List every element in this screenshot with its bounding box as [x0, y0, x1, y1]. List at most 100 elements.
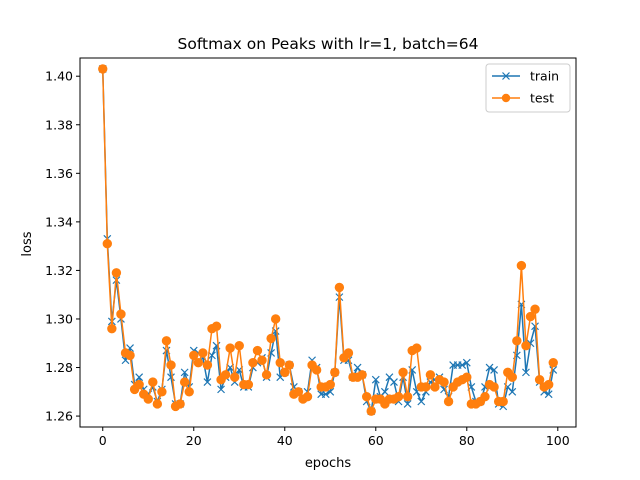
data-point-test — [243, 379, 254, 390]
y-axis-label: loss — [20, 231, 35, 256]
data-point-test — [402, 391, 413, 402]
x-axis-ticks: 0 20 40 60 80 100 — [99, 427, 570, 448]
data-point-test — [343, 348, 354, 358]
data-point-test — [302, 391, 313, 402]
y-tick-label: 1.38 — [45, 117, 73, 132]
data-point-train — [417, 397, 426, 406]
data-point-test — [102, 239, 113, 249]
data-point-test — [398, 367, 408, 378]
data-point-test — [143, 394, 153, 404]
y-tick-label: 1.34 — [45, 214, 73, 229]
data-point-test — [425, 370, 436, 380]
axes-frame — [79, 57, 577, 428]
data-point-train — [462, 358, 471, 367]
series-layer — [98, 64, 558, 416]
data-point-train — [321, 390, 330, 399]
x-tick-label: 0 — [99, 433, 107, 448]
data-point-test — [266, 333, 276, 344]
data-point-test — [220, 370, 231, 380]
data-point-test — [284, 360, 295, 370]
data-point-test — [361, 391, 372, 402]
data-point-train — [390, 378, 398, 387]
data-point-test — [157, 387, 167, 397]
data-point-test — [280, 367, 290, 378]
data-point-test — [225, 343, 235, 353]
legend-marker — [501, 93, 511, 103]
x-tick-label: 20 — [186, 433, 202, 448]
data-point-test — [252, 345, 263, 356]
data-point-test — [166, 360, 176, 370]
data-point-test — [480, 391, 490, 402]
data-point-test — [211, 321, 222, 331]
data-point-test — [257, 355, 267, 365]
y-tick-label: 1.40 — [45, 69, 73, 84]
data-point-train — [135, 373, 144, 382]
data-point-test — [311, 365, 322, 375]
data-point-test — [111, 268, 122, 278]
data-point-train — [180, 368, 189, 377]
data-point-test — [443, 396, 454, 407]
data-point-test — [543, 379, 554, 390]
data-point-test — [152, 399, 163, 409]
data-point-test — [193, 357, 204, 368]
data-point-test — [275, 357, 285, 368]
data-point-train — [371, 375, 380, 384]
data-point-train — [485, 363, 494, 372]
data-point-train — [531, 322, 539, 331]
data-point-test — [412, 343, 422, 353]
data-point-test — [498, 396, 508, 407]
data-point-test — [198, 348, 208, 358]
legend-item-test: test — [492, 91, 554, 106]
data-point-train — [522, 368, 530, 377]
data-point-test — [357, 370, 367, 380]
y-tick-label: 1.36 — [45, 166, 73, 181]
data-point-test — [530, 304, 540, 314]
data-point-train — [490, 366, 499, 374]
data-point-train — [403, 400, 412, 408]
data-point-train — [544, 390, 553, 399]
data-point-test — [161, 336, 172, 346]
y-tick-label: 1.32 — [45, 263, 73, 278]
y-tick-label: 1.26 — [45, 409, 73, 424]
data-point-test — [534, 374, 545, 385]
data-point-train — [353, 363, 362, 372]
x-tick-label: 80 — [459, 433, 475, 448]
legend-label: train — [530, 69, 559, 84]
data-point-test — [393, 391, 404, 402]
y-axis-ticks: 1.26 1.28 1.30 1.32 1.34 1.36 1.38 1.40 — [45, 69, 80, 424]
data-point-test — [293, 387, 304, 397]
data-point-test — [148, 377, 158, 387]
data-point-test — [179, 377, 190, 387]
legend: train test — [485, 63, 571, 113]
x-tick-label: 40 — [277, 433, 293, 448]
data-point-test — [234, 340, 244, 351]
data-point-test — [330, 367, 340, 378]
data-point-test — [512, 336, 522, 346]
data-point-test — [521, 340, 531, 351]
x-tick-label: 60 — [368, 433, 384, 448]
chart-title: Softmax on Peaks with lr=1, batch=64 — [178, 35, 479, 53]
data-point-test — [261, 370, 272, 380]
data-point-test — [421, 382, 431, 392]
data-point-test — [98, 64, 108, 74]
data-point-test — [184, 387, 194, 397]
data-point-test — [202, 360, 213, 370]
y-tick-label: 1.30 — [45, 311, 73, 326]
data-point-test — [548, 357, 558, 368]
data-point-test — [134, 379, 144, 390]
legend-label: test — [530, 91, 554, 106]
data-point-test — [516, 260, 527, 271]
data-point-train — [203, 378, 212, 387]
data-point-test — [175, 399, 185, 409]
data-point-test — [439, 377, 449, 387]
data-point-test — [462, 372, 472, 382]
series-test — [98, 64, 558, 416]
x-tick-label: 100 — [546, 433, 570, 448]
data-point-test — [507, 372, 517, 382]
data-point-test — [116, 309, 126, 319]
x-axis-label: epochs — [305, 456, 352, 471]
data-point-test — [334, 282, 345, 293]
legend-marker — [502, 72, 510, 80]
data-point-train — [217, 385, 225, 394]
